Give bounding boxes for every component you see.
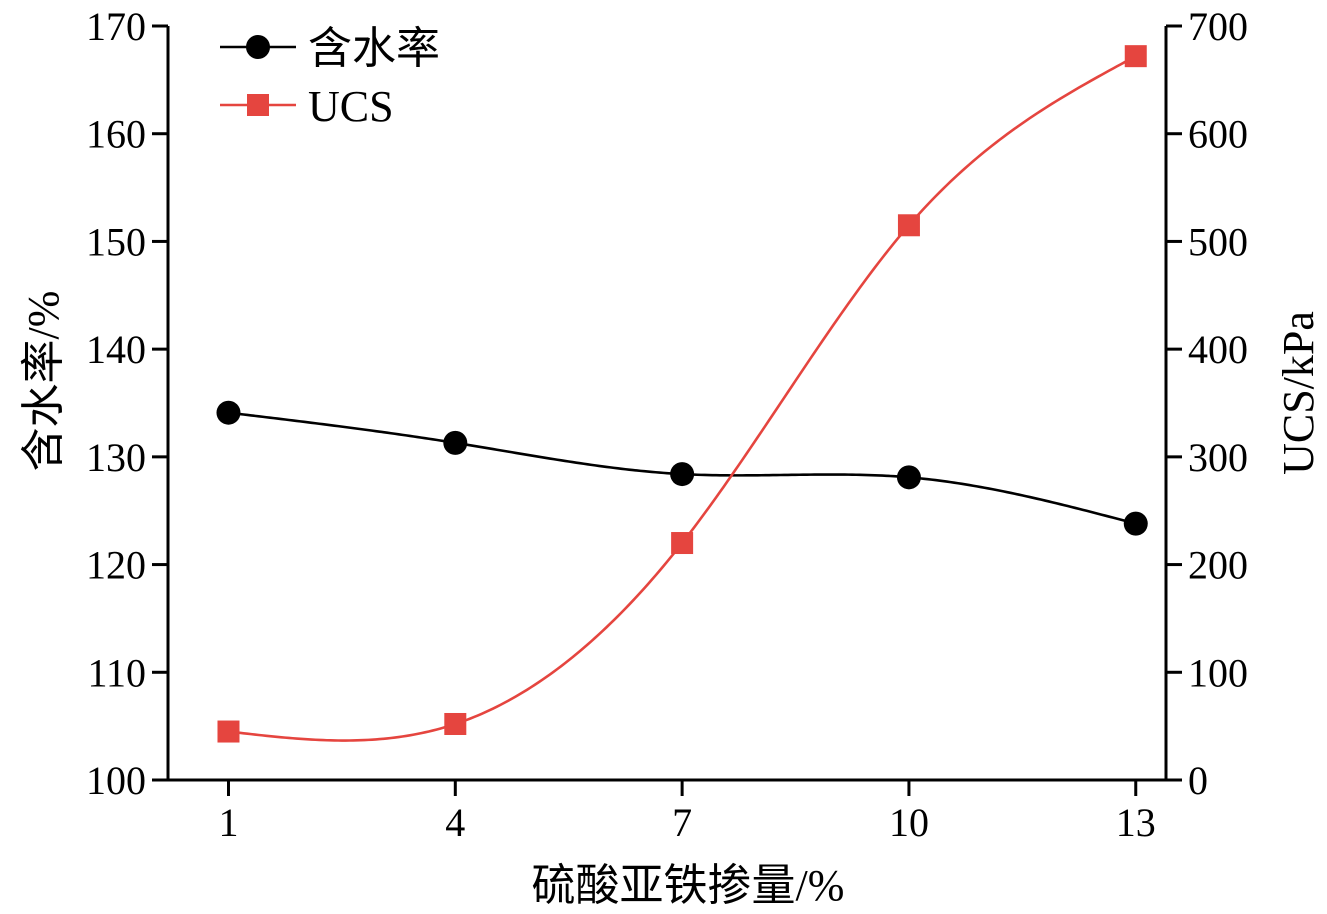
- axes: 1001101201301401501601700100200300400500…: [86, 4, 1248, 845]
- left-y-tick-label: 160: [86, 112, 146, 157]
- data-point-square: [897, 214, 920, 237]
- left-y-axis-title: 含水率/%: [19, 291, 68, 472]
- series-layer: [216, 45, 1148, 743]
- legend-marker-circle: [246, 35, 270, 59]
- data-point-circle: [1123, 511, 1148, 536]
- right-y-tick-label: 700: [1188, 4, 1248, 49]
- series-line-1: [228, 55, 1137, 742]
- left-y-tick-label: 120: [86, 543, 146, 588]
- data-point-square: [671, 532, 694, 555]
- right-y-tick-label: 400: [1188, 327, 1248, 372]
- left-y-tick-label: 130: [86, 435, 146, 480]
- x-tick-label: 4: [445, 800, 465, 845]
- right-y-tick-label: 0: [1188, 758, 1208, 803]
- right-y-tick-label: 600: [1188, 112, 1248, 157]
- data-point-square: [217, 720, 240, 743]
- x-tick-label: 7: [672, 800, 692, 845]
- data-point-circle: [670, 462, 695, 487]
- right-y-tick-label: 100: [1188, 650, 1248, 695]
- right-y-axis-title: UCS/kPa: [1274, 311, 1323, 475]
- data-point-circle: [443, 430, 468, 455]
- left-y-tick-label: 140: [86, 327, 146, 372]
- right-y-tick-label: 200: [1188, 543, 1248, 588]
- right-y-tick-label: 500: [1188, 219, 1248, 264]
- left-y-tick-label: 100: [86, 758, 146, 803]
- data-point-square: [444, 712, 467, 735]
- left-y-tick-label: 150: [86, 219, 146, 264]
- data-point-square: [1124, 45, 1147, 68]
- left-y-tick-label: 170: [86, 4, 146, 49]
- data-point-circle: [216, 400, 241, 425]
- data-point-circle: [896, 465, 921, 490]
- x-tick-label: 10: [889, 800, 929, 845]
- right-y-tick-label: 300: [1188, 435, 1248, 480]
- x-axis-title: 硫酸亚铁掺量/%: [532, 861, 845, 910]
- legend-label: UCS: [308, 82, 394, 131]
- left-y-tick-label: 110: [87, 650, 146, 695]
- legend: 含水率 UCS: [220, 24, 440, 131]
- legend-label: 含水率: [308, 24, 440, 73]
- x-tick-label: 1: [218, 800, 238, 845]
- legend-marker-square: [247, 94, 269, 116]
- x-tick-label: 13: [1116, 800, 1156, 845]
